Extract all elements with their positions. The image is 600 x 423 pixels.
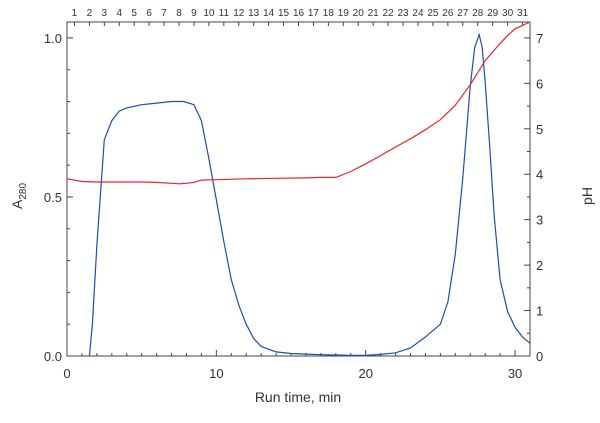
tick-labels: 0 10 20 301 2 3 4 5 6 7 8 9 10 11 12 13 14 15 16 17 18 19 20 21…	[44, 8, 543, 381]
top-tick-label: 12	[233, 8, 245, 19]
series-layer	[66, 21, 531, 357]
y2-tick-label: 2	[536, 258, 543, 273]
y-axis-title: A280	[9, 183, 29, 209]
top-tick-label: 20	[353, 8, 365, 19]
top-tick-label: 11	[219, 8, 230, 19]
top-tick-label: 17	[308, 8, 320, 19]
top-tick-label: 30	[502, 8, 514, 19]
y2-tick-label: 4	[536, 167, 543, 182]
top-tick-label: 18	[323, 8, 335, 19]
plot-frame	[66, 21, 531, 357]
top-tick-label: 31	[517, 8, 529, 19]
top-tick-label: 26	[442, 8, 454, 19]
top-tick-label: 10	[203, 8, 215, 19]
top-tick-label: 27	[457, 8, 469, 19]
top-tick-label: 6	[146, 8, 152, 19]
y2-tick-label: 5	[536, 122, 543, 137]
top-tick-label: 8	[176, 8, 182, 19]
y2-tick-label: 3	[536, 213, 543, 228]
x-tick-label: 0	[63, 366, 70, 381]
top-tick-label: 15	[278, 8, 290, 19]
y2-axis-title: pH	[579, 187, 595, 205]
top-tick-label: 25	[427, 8, 439, 19]
top-tick-label: 21	[368, 8, 380, 19]
top-tick-label: 5	[131, 8, 137, 19]
top-tick-label: 2	[87, 8, 93, 19]
x-tick-label: 10	[209, 366, 223, 381]
top-tick-label: 19	[338, 8, 350, 19]
x-axis-title: Run time, min	[255, 389, 341, 405]
top-tick-label: 16	[293, 8, 305, 19]
y-tick-label: 0.5	[44, 190, 62, 205]
y-tick-label: 0.0	[44, 349, 62, 364]
top-tick-label: 14	[263, 8, 275, 19]
y2-tick-label: 1	[536, 304, 543, 319]
ticks	[66, 22, 531, 357]
x-tick-label: 30	[508, 366, 522, 381]
top-tick-label: 23	[397, 8, 409, 19]
top-tick-label: 7	[161, 8, 167, 19]
y-tick-label: 1.0	[44, 31, 62, 46]
top-tick-label: 29	[487, 8, 499, 19]
y2-tick-label: 7	[536, 31, 543, 46]
axes	[66, 21, 531, 357]
absorbance-series-line	[88, 32, 531, 357]
top-tick-label: 9	[191, 8, 197, 19]
top-tick-label: 28	[472, 8, 484, 19]
ph-series-line	[66, 21, 531, 185]
top-tick-label: 24	[412, 8, 424, 19]
top-tick-label: 1	[72, 8, 78, 19]
y2-tick-label: 6	[536, 76, 543, 91]
top-tick-label: 4	[116, 8, 122, 19]
top-tick-label: 13	[248, 8, 260, 19]
y-axis-title-sub: 280	[18, 183, 29, 200]
top-tick-label: 3	[102, 8, 108, 19]
x-tick-label: 20	[358, 366, 372, 381]
top-tick-label: 22	[383, 8, 395, 19]
y2-tick-label: 0	[536, 349, 543, 364]
y-axis-title-main: A	[9, 199, 25, 209]
